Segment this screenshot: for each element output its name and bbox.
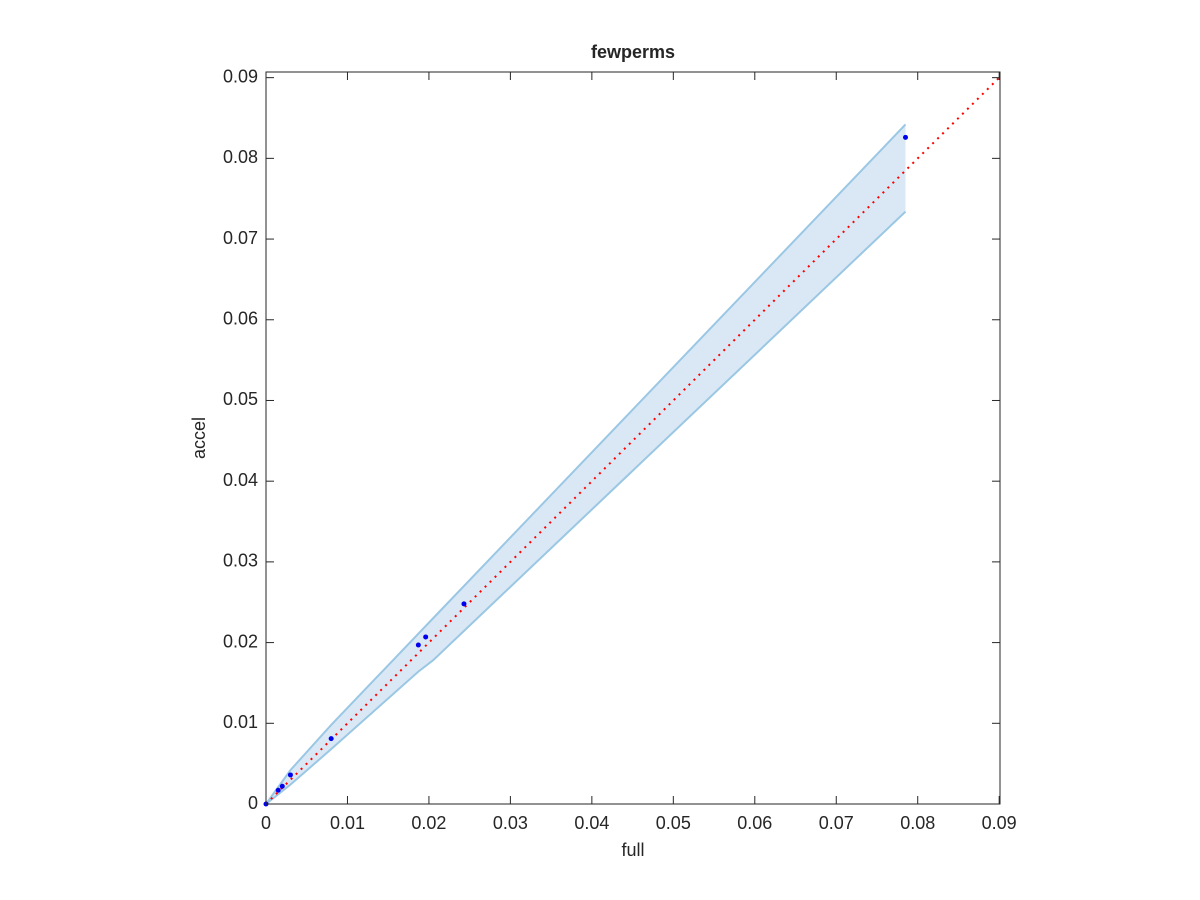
- x-tick-label: 0.06: [737, 813, 772, 833]
- x-tick-label: 0.03: [493, 813, 528, 833]
- y-tick-label: 0.04: [223, 470, 258, 490]
- data-point: [275, 787, 281, 793]
- x-tick-label: 0.02: [411, 813, 446, 833]
- y-tick-label: 0.09: [223, 66, 258, 86]
- band-lower: [265, 210, 907, 805]
- data-point: [423, 634, 429, 640]
- y-tick-label: 0: [248, 793, 258, 813]
- x-tick-label: 0.05: [656, 813, 691, 833]
- data-point: [461, 601, 467, 607]
- data-point: [415, 642, 421, 648]
- confidence-band: [266, 124, 906, 804]
- reference-line: [265, 76, 1001, 805]
- y-axis-label: accel: [189, 417, 209, 459]
- axes-box: [265, 71, 1001, 805]
- y-tick-label: 0.08: [223, 147, 258, 167]
- x-tick-label: 0.01: [330, 813, 365, 833]
- y-tick-label: 0.02: [223, 631, 258, 651]
- y-tick-label: 0.05: [223, 389, 258, 409]
- y-tick-label: 0.06: [223, 309, 258, 329]
- x-tick-label: 0.08: [900, 813, 935, 833]
- x-tick-label: 0.09: [982, 813, 1017, 833]
- data-point: [903, 134, 909, 140]
- data-point: [287, 772, 293, 778]
- x-axis-label: full: [621, 840, 644, 860]
- y-tick-label: 0.07: [223, 228, 258, 248]
- x-tick-label: 0.07: [819, 813, 854, 833]
- chart-title: fewperms: [591, 42, 675, 62]
- x-tick-label: 0: [261, 813, 271, 833]
- y-tick-label: 0.03: [223, 551, 258, 571]
- band-upper: [265, 123, 907, 805]
- x-tick-label: 0.04: [574, 813, 609, 833]
- data-point: [328, 736, 334, 742]
- data-point: [279, 783, 285, 789]
- y-tick-label: 0.01: [223, 712, 258, 732]
